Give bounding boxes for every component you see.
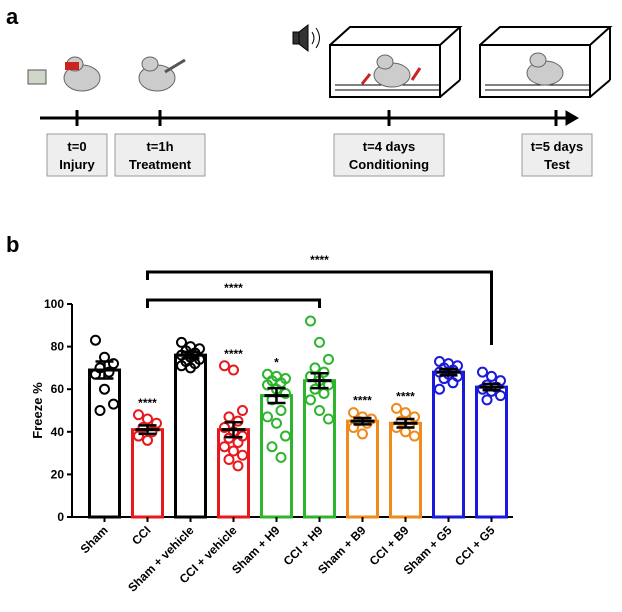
timeline-art [27, 23, 613, 177]
bracket-label: **** [310, 253, 329, 267]
event-time: t=1h [146, 139, 173, 154]
data-point [262, 411, 273, 423]
data-point [438, 373, 450, 385]
bar [475, 385, 508, 519]
y-tick-label: 0 [57, 510, 64, 524]
bar [346, 419, 379, 519]
data-point [481, 394, 493, 406]
data-point [142, 413, 153, 425]
data-point [409, 430, 420, 442]
panel-label: a [6, 4, 19, 29]
data-point [108, 358, 119, 370]
data-point [400, 407, 411, 419]
data-point [90, 334, 101, 346]
event-time: t=5 days [531, 139, 583, 154]
data-point [391, 402, 402, 414]
y-tick-label: 20 [51, 467, 65, 481]
data-point [228, 364, 239, 376]
data-point [477, 366, 488, 378]
data-point [108, 398, 119, 410]
data-point [447, 377, 459, 389]
event-name: Treatment [129, 157, 192, 172]
bar [303, 379, 336, 519]
data-point [309, 362, 321, 374]
data-point [219, 441, 230, 453]
data-point [133, 430, 144, 442]
data-point [237, 449, 248, 461]
x-tick-label: CCI + G5 [452, 523, 498, 569]
data-point [305, 394, 316, 406]
event-name: Test [544, 157, 570, 172]
data-point [237, 405, 248, 416]
data-point [348, 422, 359, 434]
bracket [146, 298, 321, 308]
data-point [185, 362, 196, 374]
y-tick-label: 100 [44, 297, 64, 311]
data-point [266, 441, 278, 453]
bar [174, 353, 207, 519]
data-point [323, 413, 334, 425]
data-point [323, 353, 334, 365]
bar [131, 428, 164, 519]
data-point [133, 409, 144, 421]
data-point [223, 411, 235, 423]
y-tick-label: 60 [51, 382, 65, 396]
significance: * [274, 355, 279, 369]
significance: **** [138, 396, 157, 410]
data-point [348, 407, 359, 419]
data-point [305, 315, 316, 327]
data-point [357, 428, 368, 440]
data-point [99, 383, 110, 395]
data-point [275, 451, 287, 463]
significance: **** [353, 394, 372, 408]
event-time: t=0 [67, 139, 86, 154]
data-point [495, 390, 506, 402]
data-point [314, 405, 325, 416]
data-point [280, 430, 291, 442]
data-point [232, 460, 244, 472]
data-point [314, 336, 325, 348]
data-point [232, 436, 244, 448]
data-point [275, 405, 287, 416]
data-point [94, 405, 106, 416]
bracket [146, 270, 493, 345]
data-point [486, 370, 497, 382]
y-tick-label: 80 [51, 340, 65, 354]
y-axis-label: Freeze % [30, 382, 45, 439]
event-name: Conditioning [349, 157, 429, 172]
data-point [434, 383, 445, 395]
bar [88, 368, 121, 519]
bracket-label: **** [224, 281, 243, 295]
x-tick-label: CCI + H9 [281, 523, 326, 568]
data-point [219, 360, 230, 372]
data-point [271, 417, 282, 429]
data-point [228, 445, 239, 457]
y-tick-label: 40 [51, 425, 65, 439]
data-point [176, 336, 187, 348]
data-point [142, 434, 153, 446]
event-time: t=4 days [363, 139, 415, 154]
data-point [262, 379, 273, 391]
significance: **** [224, 347, 243, 361]
x-tick-label: CCI + B9 [367, 523, 412, 568]
event-name: Injury [59, 157, 95, 172]
data-point [223, 453, 235, 465]
x-tick-label: Sham [78, 523, 111, 556]
data-point [151, 417, 162, 429]
x-tick-label: CCI [129, 523, 154, 548]
data-point [318, 387, 330, 399]
significance: **** [396, 389, 415, 403]
bar [389, 421, 422, 519]
panel-label: b [6, 232, 19, 257]
